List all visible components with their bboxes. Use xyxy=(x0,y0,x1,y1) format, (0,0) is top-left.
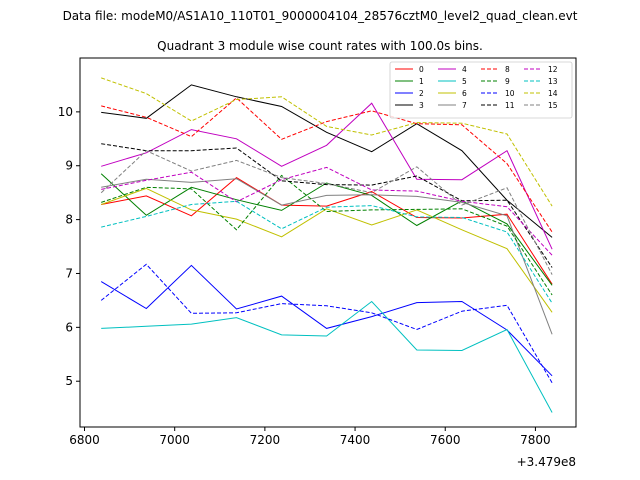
x-tick-label-7000: 7000 xyxy=(159,433,190,447)
series-line-6 xyxy=(101,187,553,313)
x-tick-label-7800: 7800 xyxy=(520,433,551,447)
series-line-10 xyxy=(100,263,553,384)
y-tick-label-8: 8 xyxy=(65,213,73,227)
chart-title: Quadrant 3 module wise count rates with … xyxy=(157,39,483,53)
series-line-2 xyxy=(100,264,553,377)
series-line-0 xyxy=(101,176,553,285)
y-tick-label-7: 7 xyxy=(65,266,73,280)
x-tick-label-7600: 7600 xyxy=(430,433,461,447)
series-line-11 xyxy=(101,143,553,268)
legend-label-0: 0 xyxy=(419,65,424,74)
series-line-14 xyxy=(101,77,553,207)
legend-label-11: 11 xyxy=(505,101,515,110)
legend-label-14: 14 xyxy=(548,89,558,98)
x-tick-label-7400: 7400 xyxy=(340,433,371,447)
figure-suptitle: Data file: modeM0/AS1A10_110T01_90000041… xyxy=(63,9,578,23)
y-tick-label-6: 6 xyxy=(65,320,73,334)
legend-frame xyxy=(389,61,573,119)
x-axis: 6800 7000 7200 7400 7600 7800 xyxy=(69,427,551,447)
series-line-5 xyxy=(101,300,553,413)
x-tick-label-6800: 6800 xyxy=(69,433,100,447)
y-tick-label-9: 9 xyxy=(65,159,73,173)
plot-frame xyxy=(79,57,577,428)
series-line-9 xyxy=(101,174,553,296)
series-line-7 xyxy=(101,178,553,335)
x-tick-label-7200: 7200 xyxy=(250,433,281,447)
legend-label-15: 15 xyxy=(548,101,558,110)
legend-label-9: 9 xyxy=(505,77,510,86)
y-axis: 5 6 7 8 9 10 xyxy=(58,105,80,388)
legend-label-1: 1 xyxy=(419,77,424,86)
legend-label-3: 3 xyxy=(419,101,424,110)
legend-label-8: 8 xyxy=(505,65,510,74)
series-line-3 xyxy=(101,84,553,238)
legend-label-13: 13 xyxy=(548,77,558,86)
legend-label-10: 10 xyxy=(505,89,515,98)
legend-label-12: 12 xyxy=(548,65,558,74)
series-line-8 xyxy=(101,97,553,233)
series-line-12 xyxy=(101,166,553,256)
legend-label-4: 4 xyxy=(462,65,467,74)
series-layer xyxy=(100,77,553,413)
y-tick-label-10: 10 xyxy=(58,105,73,119)
y-tick-label-5: 5 xyxy=(65,374,73,388)
legend-label-6: 6 xyxy=(462,89,467,98)
x-offset-label: +3.479e8 xyxy=(517,455,576,469)
series-line-13 xyxy=(101,200,553,304)
series-line-4 xyxy=(101,102,553,250)
legend-label-7: 7 xyxy=(462,101,467,110)
legend-label-2: 2 xyxy=(419,89,424,98)
series-line-1 xyxy=(100,173,553,286)
legend-label-5: 5 xyxy=(462,77,467,86)
